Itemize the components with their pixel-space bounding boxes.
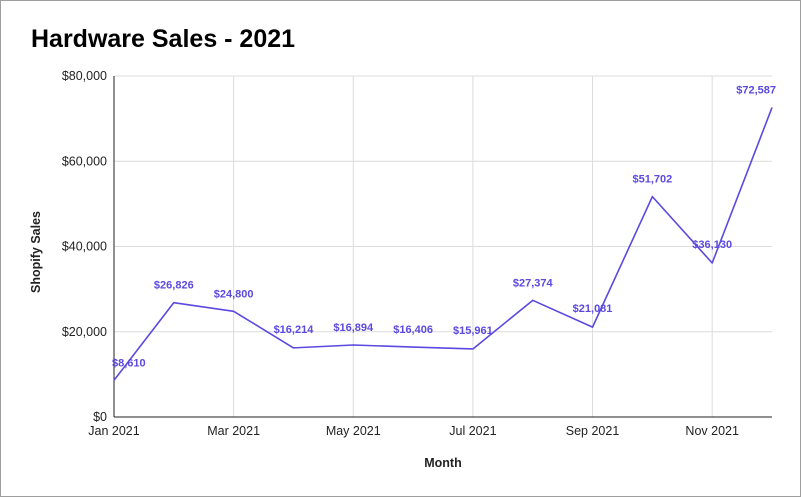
y-tick-label: $60,000: [62, 154, 107, 168]
y-tick-label: $80,000: [62, 69, 107, 83]
data-label: $16,894: [333, 322, 374, 334]
x-tick-label: Mar 2021: [207, 424, 260, 438]
data-labels: $8,610 $26,826 $24,800 $16,214 $16,894 $16,40…: [112, 85, 776, 370]
data-label: $21,081: [573, 303, 613, 315]
data-label: $51,702: [632, 174, 672, 186]
series: [113, 107, 773, 381]
x-tick-label: Nov 2021: [685, 424, 739, 438]
x-axis-title: Month: [424, 456, 461, 470]
data-label: $72,587: [736, 85, 776, 97]
x-tick-label: Sep 2021: [566, 424, 620, 438]
data-label: $16,214: [274, 324, 315, 336]
data-label: $24,800: [214, 288, 254, 300]
y-tick-label: $20,000: [62, 325, 107, 339]
data-label: $27,374: [513, 277, 554, 289]
data-label: $16,406: [393, 324, 433, 336]
y-tick-label: $0: [93, 410, 107, 424]
data-label: $36,130: [692, 239, 732, 251]
data-label: $15,961: [453, 325, 493, 337]
grid: [114, 75, 772, 417]
chart-title: Hardware Sales - 2021: [31, 25, 296, 53]
x-tick-label: Jan 2021: [88, 424, 139, 438]
data-label: $26,826: [154, 280, 194, 292]
y-tick-label: $40,000: [62, 240, 107, 254]
x-tick-label: Jul 2021: [449, 424, 496, 438]
axes: $0 $20,000 $40,000 $60,000 $80,000 Jan 2021 Ma…: [62, 69, 772, 438]
data-label: $8,610: [112, 357, 146, 369]
series-line: [113, 107, 773, 381]
y-axis-title: Shopify Sales: [29, 211, 43, 293]
x-tick-label: May 2021: [326, 424, 381, 438]
